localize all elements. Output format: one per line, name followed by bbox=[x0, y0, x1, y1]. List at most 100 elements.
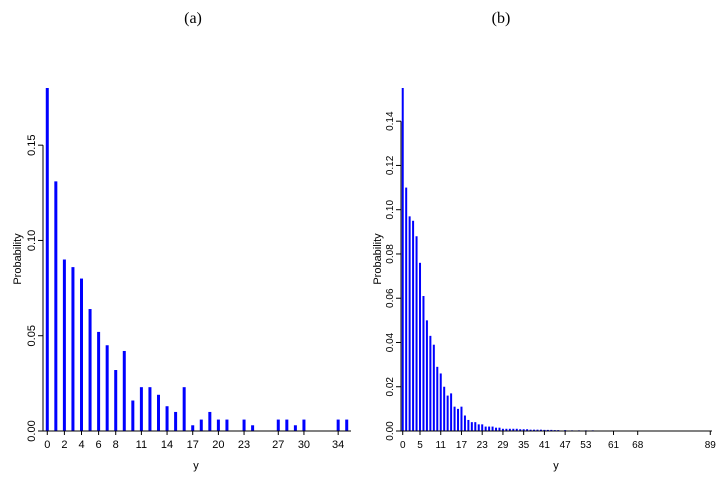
x-tick-label: 35 bbox=[518, 440, 530, 451]
y-tick-label: 0.10 bbox=[26, 230, 38, 251]
bar-y-26 bbox=[491, 426, 494, 431]
panel-a-label: (a) bbox=[184, 10, 202, 27]
panel-b-x-axis: 0 5 11 17 23 29 35 41 47 53 61 68 89 bbox=[400, 430, 717, 451]
x-tick-label: 11 bbox=[136, 439, 147, 451]
bar-y-13 bbox=[446, 395, 449, 431]
bar-y-16 bbox=[457, 408, 460, 431]
bar-y-34 bbox=[336, 419, 340, 431]
x-tick-label: 53 bbox=[580, 440, 592, 451]
bar-y-10 bbox=[131, 400, 135, 431]
bar-y-3 bbox=[412, 220, 415, 431]
bar-y-36 bbox=[526, 429, 529, 431]
bar-y-2 bbox=[62, 259, 66, 431]
bar-y-34 bbox=[519, 429, 522, 431]
x-tick-label: 4 bbox=[78, 439, 84, 451]
y-tick-label: 0.00 bbox=[385, 421, 396, 441]
panel-a-bars bbox=[45, 88, 349, 431]
bar-y-1 bbox=[54, 181, 58, 431]
bar-y-14 bbox=[165, 406, 169, 431]
bar-y-18 bbox=[463, 415, 466, 431]
bar-y-39 bbox=[536, 429, 539, 431]
bar-y-30 bbox=[505, 428, 508, 431]
bar-y-1 bbox=[405, 187, 408, 431]
y-tick-label: 0.04 bbox=[385, 332, 396, 352]
bar-y-15 bbox=[453, 406, 456, 431]
panel-b-y-axis-label: Probability bbox=[372, 233, 384, 285]
bar-y-16 bbox=[182, 387, 186, 431]
bar-y-9 bbox=[432, 344, 435, 431]
panel-a-y-axis-label: Probability bbox=[12, 233, 24, 285]
bar-y-12 bbox=[443, 386, 446, 431]
y-tick-label: 0.15 bbox=[26, 134, 38, 155]
x-tick-label: 27 bbox=[272, 439, 284, 451]
y-tick-label: 0.00 bbox=[26, 420, 38, 441]
x-tick-label: 41 bbox=[539, 440, 551, 451]
bar-y-43 bbox=[550, 429, 553, 431]
bar-y-2 bbox=[408, 216, 411, 431]
x-tick-label: 23 bbox=[238, 439, 250, 451]
panel-a-x-axis: 0 2 4 6 8 11 14 17 20 23 27 30 34 bbox=[43, 430, 351, 451]
bar-y-21 bbox=[225, 419, 229, 431]
x-tick-label: 89 bbox=[705, 440, 717, 451]
y-tick-label: 0.10 bbox=[385, 200, 396, 220]
x-tick-label: 17 bbox=[187, 439, 199, 451]
bar-y-29 bbox=[501, 428, 504, 431]
bar-y-15 bbox=[174, 411, 178, 431]
bar-y-8 bbox=[429, 335, 432, 431]
x-tick-label: 2 bbox=[61, 439, 67, 451]
y-tick-label: 0.12 bbox=[385, 155, 396, 175]
x-tick-label: 20 bbox=[212, 439, 224, 451]
panel-a-y-axis: 0.00 0.05 0.10 0.15 bbox=[26, 134, 44, 442]
bar-y-38 bbox=[533, 429, 536, 431]
x-tick-label: 0 bbox=[44, 439, 50, 451]
bar-y-20 bbox=[470, 422, 473, 431]
x-tick-label: 5 bbox=[417, 440, 423, 451]
bar-y-32 bbox=[512, 428, 515, 431]
y-tick-label: 0.08 bbox=[385, 244, 396, 264]
bar-y-13 bbox=[157, 394, 160, 431]
bar-y-25 bbox=[488, 426, 491, 431]
panel-b-bars bbox=[401, 88, 712, 432]
x-tick-label: 8 bbox=[113, 439, 119, 451]
x-tick-label: 29 bbox=[497, 440, 509, 451]
panel-a-x-axis-label: y bbox=[193, 460, 199, 472]
bar-y-5 bbox=[419, 262, 422, 431]
bar-y-22 bbox=[477, 424, 480, 431]
x-tick-label: 14 bbox=[161, 439, 173, 451]
bar-y-5 bbox=[88, 309, 92, 431]
x-tick-label: 47 bbox=[560, 440, 572, 451]
bar-y-10 bbox=[436, 366, 439, 431]
bar-y-11 bbox=[139, 387, 143, 431]
x-tick-label: 68 bbox=[632, 440, 644, 451]
bar-y-28 bbox=[285, 419, 289, 431]
bar-y-0 bbox=[401, 88, 404, 431]
bar-y-23 bbox=[242, 419, 246, 431]
x-tick-label: 17 bbox=[456, 440, 468, 451]
x-tick-label: 6 bbox=[96, 439, 102, 451]
bar-y-35 bbox=[522, 429, 525, 431]
bar-y-40 bbox=[539, 429, 542, 431]
bar-y-41 bbox=[543, 429, 546, 431]
x-tick-label: 0 bbox=[400, 440, 406, 451]
x-tick-label: 34 bbox=[332, 439, 344, 451]
y-tick-label: 0.14 bbox=[385, 111, 396, 131]
bar-y-24 bbox=[484, 426, 487, 431]
y-tick-label: 0.05 bbox=[26, 325, 38, 346]
bar-y-6 bbox=[422, 296, 425, 431]
bar-y-28 bbox=[498, 427, 501, 431]
bar-y-31 bbox=[508, 428, 511, 431]
y-tick-label: 0.02 bbox=[385, 377, 396, 397]
bar-y-24 bbox=[251, 425, 255, 431]
bar-y-4 bbox=[80, 278, 83, 431]
bar-y-14 bbox=[450, 393, 453, 431]
bar-y-27 bbox=[276, 419, 280, 431]
bar-y-9 bbox=[122, 350, 126, 431]
bar-y-29 bbox=[293, 425, 297, 431]
bar-y-7 bbox=[425, 320, 428, 431]
bar-y-21 bbox=[474, 422, 477, 431]
bar-y-11 bbox=[439, 373, 442, 431]
y-tick-label: 0.06 bbox=[385, 288, 396, 308]
x-tick-label: 11 bbox=[436, 440, 447, 451]
bar-y-37 bbox=[529, 429, 532, 431]
